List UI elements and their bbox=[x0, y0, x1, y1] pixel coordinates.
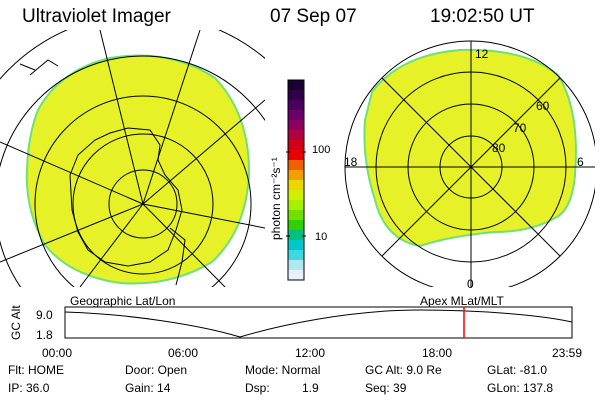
mlt-label-0: 0 bbox=[467, 277, 474, 291]
colorbar-segment bbox=[288, 260, 304, 271]
geographic-map bbox=[0, 30, 265, 287]
mlt-label-6: 6 bbox=[577, 155, 584, 169]
info-ip: IP: 36.0 bbox=[8, 381, 50, 395]
info-mode: Mode: Normal bbox=[245, 363, 321, 377]
colorbar-ticks bbox=[286, 151, 306, 237]
colorbar-segment bbox=[288, 270, 304, 281]
colorbar-segment bbox=[288, 140, 304, 151]
colorbar-frame bbox=[287, 79, 305, 281]
color-bar bbox=[287, 79, 305, 281]
coastline-antarctica bbox=[69, 127, 183, 267]
colorbar-segment bbox=[288, 180, 304, 191]
time-tick-1800: 18:00 bbox=[422, 346, 452, 360]
image-date: 07 Sep 07 bbox=[270, 6, 357, 27]
colorbar-segment bbox=[288, 250, 304, 261]
mlt-label-18: 18 bbox=[344, 155, 358, 169]
colorbar-segment bbox=[288, 240, 304, 251]
colorbar-segment bbox=[288, 100, 304, 111]
info-gc-alt: GC Alt: 9.0 Re bbox=[365, 363, 442, 377]
mlat-label-70: 70 bbox=[513, 121, 527, 135]
time-tick-2359: 23:59 bbox=[552, 346, 582, 360]
info-dsp-value: 1.9 bbox=[302, 381, 319, 395]
instrument-title: Ultraviolet Imager bbox=[22, 6, 171, 27]
info-glat: GLat: -81.0 bbox=[487, 363, 548, 377]
coastline-islands bbox=[19, 59, 186, 286]
altitude-tick-9: 9.0 bbox=[36, 308, 53, 322]
lon-lines-geo bbox=[0, 30, 265, 287]
mlt-label-12: 12 bbox=[475, 47, 489, 61]
info-seq: Seq: 39 bbox=[365, 381, 407, 395]
info-gain: Gain: 14 bbox=[125, 381, 171, 395]
colorbar-segment bbox=[288, 160, 304, 171]
mlt-lines-mag bbox=[345, 41, 595, 287]
colorbar-segment bbox=[288, 190, 304, 201]
altitude-axis-title: GC Alt bbox=[9, 305, 23, 340]
colorbar-segment bbox=[288, 210, 304, 221]
image-time: 19:02:50 UT bbox=[430, 6, 535, 27]
right-panel-label: Apex MLat/MLT bbox=[420, 294, 504, 308]
colorbar-segment bbox=[288, 120, 304, 131]
auroral-image-magnetic bbox=[363, 48, 577, 248]
colorbar-segment bbox=[288, 110, 304, 121]
colorbar-segment bbox=[288, 130, 304, 141]
left-panel-label: Geographic Lat/Lon bbox=[70, 294, 175, 308]
colorbar-segment bbox=[288, 230, 304, 241]
lat-circles-geo bbox=[0, 30, 265, 287]
altitude-strip-frame bbox=[64, 306, 573, 339]
colorbar-tick-10: 10 bbox=[315, 231, 327, 243]
colorbar-segment bbox=[288, 200, 304, 211]
info-dsp-label: Dsp: bbox=[245, 381, 270, 395]
colorbar-segment bbox=[288, 150, 304, 161]
colorbar-unit-label: photon cm⁻²s⁻¹ bbox=[269, 157, 283, 240]
mlat-label-60: 60 bbox=[536, 99, 550, 113]
magnetic-map bbox=[344, 40, 595, 287]
info-door: Door: Open bbox=[125, 363, 188, 377]
colorbar-tick-100: 100 bbox=[312, 144, 330, 156]
colorbar-segment bbox=[288, 170, 304, 181]
altitude-curve bbox=[64, 309, 573, 338]
time-tick-0600: 06:00 bbox=[168, 346, 198, 360]
colorbar-segment bbox=[288, 80, 304, 91]
auroral-image-geographic bbox=[25, 54, 251, 285]
time-tick-0000: 00:00 bbox=[42, 346, 72, 360]
altitude-tick-1-8: 1.8 bbox=[36, 328, 53, 342]
mlat-label-80: 80 bbox=[492, 141, 506, 155]
info-flight: Flt: HOME bbox=[8, 363, 64, 377]
time-tick-1200: 12:00 bbox=[295, 346, 325, 360]
colorbar-segment bbox=[288, 90, 304, 101]
colorbar-segment bbox=[288, 220, 304, 231]
info-glon: GLon: 137.8 bbox=[487, 381, 554, 395]
